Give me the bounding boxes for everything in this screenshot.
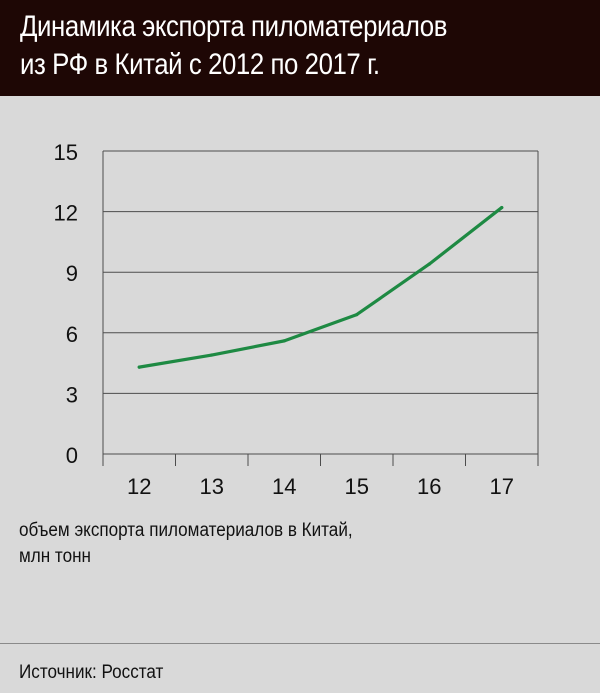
data-point: [282, 339, 286, 343]
data-point: [500, 205, 504, 210]
title-bar: Динамика экспорта пиломатериалов из РФ в…: [0, 0, 600, 96]
y-tick-label: 0: [66, 443, 78, 468]
footer-divider: [0, 643, 600, 644]
data-point: [210, 353, 214, 357]
x-tick-label: 12: [127, 474, 151, 499]
x-tick-label: 17: [490, 474, 514, 499]
x-tick-label: 14: [272, 474, 296, 499]
x-tick-label: 13: [200, 474, 224, 499]
series-line: [137, 205, 504, 369]
data-point: [355, 313, 359, 317]
source-note: Источник: Росстат: [19, 662, 164, 683]
chart-title-line-1: Динамика экспорта пиломатериалов: [20, 10, 448, 43]
y-tick-label: 3: [66, 382, 78, 407]
x-tick-label: 16: [417, 474, 441, 499]
line-chart: 0 3 6 9 12 15 12 13 14 15 16 17: [54, 140, 539, 499]
y-tick-label: 15: [54, 140, 78, 165]
data-point: [137, 365, 141, 369]
y-tick-label: 6: [66, 322, 78, 347]
y-tick-label: 12: [54, 201, 78, 226]
x-tick-label: 15: [345, 474, 369, 499]
data-point: [427, 262, 431, 266]
y-tick-label: 9: [66, 261, 78, 286]
chart-caption-line-1: объем экспорта пиломатериалов в Китай,: [19, 520, 353, 541]
chart-caption-line-2: млн тонн: [19, 546, 91, 567]
chart-title-line-2: из РФ в Китай с 2012 по 2017 г.: [20, 48, 380, 81]
